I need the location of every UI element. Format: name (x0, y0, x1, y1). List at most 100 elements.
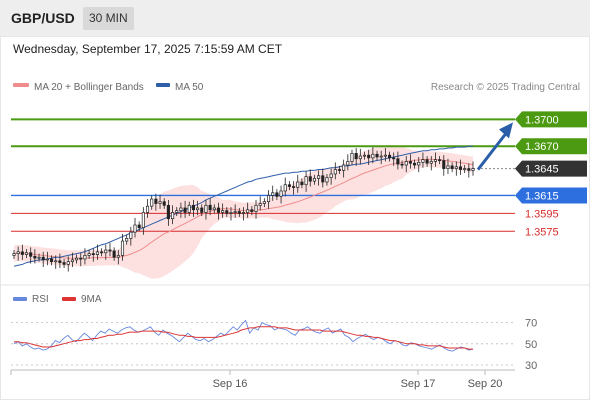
candle-up (87, 253, 91, 256)
candle (337, 165, 342, 174)
legend-label-ma50: MA 50 (175, 82, 204, 93)
candle (75, 254, 79, 264)
candle-up (241, 212, 246, 214)
candle-down (200, 207, 204, 213)
source-credit: Research © 2025 Trading Central (431, 82, 580, 93)
candle (421, 152, 425, 168)
candle (279, 185, 283, 204)
candle (129, 226, 133, 246)
forecast-arrow (476, 122, 513, 171)
candle-down (112, 250, 116, 258)
candle-down (154, 198, 158, 204)
candle-down (442, 160, 446, 169)
candle (166, 199, 170, 226)
candle (37, 253, 41, 262)
rsi-legend: RSI 9MA (13, 294, 102, 305)
candle-up (417, 161, 421, 166)
candle-up (120, 240, 125, 256)
candle (396, 151, 400, 170)
candle-up (125, 238, 129, 242)
candle-down (100, 251, 104, 254)
candle-down (62, 262, 66, 265)
candle-up (383, 154, 387, 157)
x-tick-label: Sep 20 (468, 378, 503, 390)
candle (145, 199, 150, 218)
candle-up (175, 210, 179, 213)
candle (471, 161, 475, 176)
candle (191, 199, 195, 217)
candle-down (392, 157, 396, 160)
candle-down (413, 162, 417, 166)
candle (362, 151, 367, 160)
level-lines (11, 118, 515, 232)
candle (212, 204, 216, 214)
candle (292, 181, 296, 195)
candle-up (129, 231, 133, 239)
level-label-1.3645: 1.3645 (525, 164, 559, 176)
candle-up (350, 153, 354, 162)
candle (325, 173, 329, 186)
candle-up (279, 190, 283, 197)
candle-up (283, 184, 287, 192)
candle-down (79, 257, 83, 260)
candle (300, 178, 304, 189)
candle (150, 195, 154, 210)
candle (20, 244, 24, 260)
candle-down (367, 154, 371, 159)
candle (183, 200, 187, 218)
candle-up (421, 159, 425, 163)
candle (463, 165, 467, 174)
candle (296, 174, 300, 193)
candle (266, 190, 271, 209)
candle (16, 246, 20, 261)
candle (387, 151, 392, 162)
candle (413, 159, 417, 169)
candle-up (233, 211, 237, 213)
candle-up (145, 205, 150, 213)
timeframe-badge[interactable]: 30 MIN (83, 7, 134, 30)
candle-up (333, 169, 337, 175)
rsi-tick-label: 50 (525, 339, 537, 351)
candle (229, 207, 233, 221)
arrow-head (499, 122, 513, 139)
candle (375, 150, 379, 161)
candle (29, 247, 33, 264)
candle (50, 255, 54, 266)
candle-down (237, 211, 241, 214)
candle (438, 156, 442, 165)
candle-up (379, 155, 383, 158)
candle-up (171, 212, 175, 220)
candle-down (425, 159, 429, 164)
candle (350, 149, 354, 166)
candle-up (37, 256, 41, 259)
level-tag-1.3700 (515, 111, 587, 128)
candle (450, 162, 454, 173)
candle-up (221, 210, 225, 213)
level-label-1.3575: 1.3575 (525, 226, 559, 238)
legend-label-9ma: 9MA (81, 294, 102, 305)
candle-up (116, 255, 120, 258)
candle-down (58, 260, 62, 263)
candle-down (275, 192, 279, 197)
candle-up (471, 168, 475, 171)
candle-down (292, 186, 296, 188)
candle-down (387, 154, 392, 159)
candle (79, 252, 83, 267)
candle (12, 250, 16, 259)
candle (137, 221, 141, 232)
candle-up (429, 161, 433, 164)
candle (442, 155, 446, 176)
candle-up (179, 207, 183, 212)
candle-up (187, 204, 191, 213)
rsi-tick-label: 30 (525, 360, 537, 372)
candle (404, 156, 408, 173)
candle-down (321, 175, 325, 183)
candle-down (183, 207, 187, 213)
candle-down (400, 163, 404, 166)
candle (158, 194, 162, 209)
candle (108, 242, 112, 257)
candle (367, 149, 371, 166)
candle (400, 160, 404, 169)
candle (458, 159, 463, 175)
